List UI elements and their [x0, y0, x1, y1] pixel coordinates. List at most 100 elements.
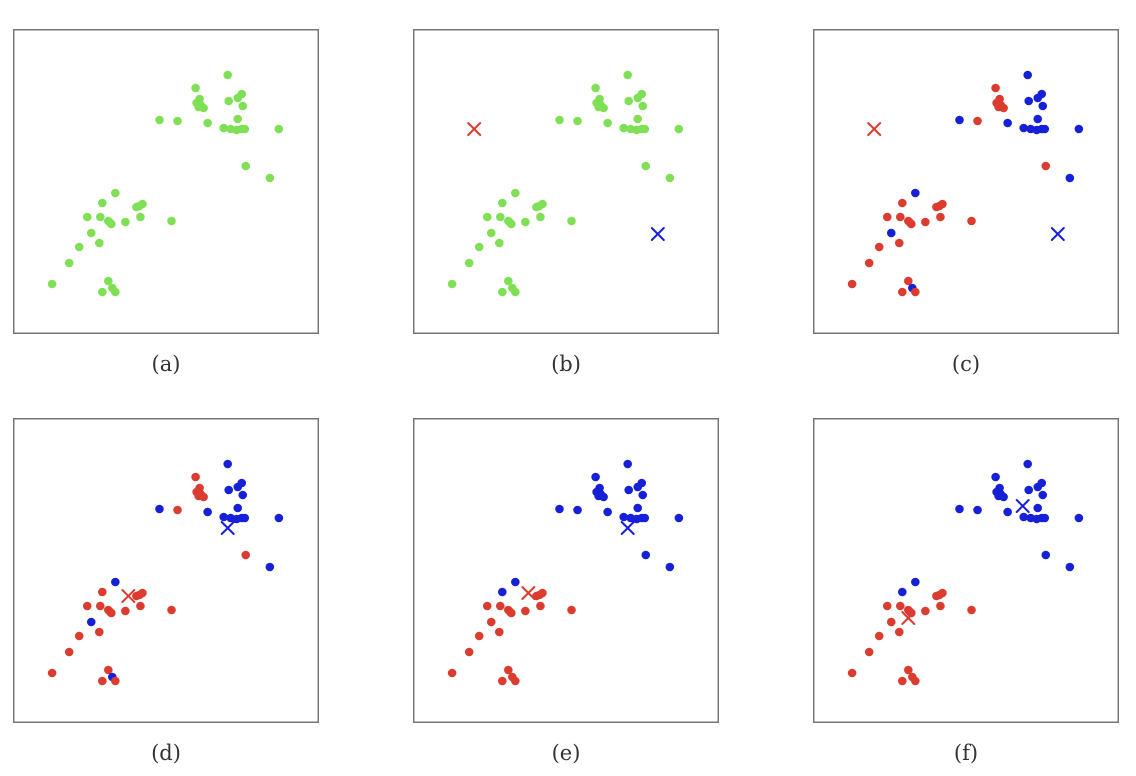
data-point — [494, 627, 504, 637]
data-point — [237, 513, 247, 523]
data-point — [199, 492, 208, 502]
data-point — [464, 647, 474, 657]
data-point — [897, 587, 907, 597]
data-point — [911, 676, 920, 686]
data-point — [167, 216, 176, 226]
data-point — [173, 116, 182, 126]
panel-d-caption: (d) — [151, 741, 181, 765]
data-point — [1037, 124, 1047, 134]
data-point — [104, 276, 113, 286]
data-point — [637, 124, 647, 134]
data-point — [1037, 513, 1047, 523]
data-point — [507, 219, 516, 229]
data-point — [474, 631, 484, 641]
data-point — [64, 258, 74, 268]
panel-c-plot — [813, 29, 1119, 334]
data-point — [511, 287, 520, 297]
data-point — [536, 601, 545, 611]
centroid-marker-blue — [1015, 499, 1030, 513]
data-point — [882, 601, 892, 611]
data-point — [474, 242, 484, 252]
data-point — [136, 601, 145, 611]
centroid-marker-red — [867, 122, 882, 136]
data-point — [97, 198, 107, 208]
data-point — [447, 668, 457, 678]
data-point — [1041, 550, 1051, 560]
plot-frame — [813, 418, 1119, 723]
data-point — [599, 492, 608, 502]
data-point — [921, 217, 930, 227]
data-point — [907, 608, 916, 618]
data-point — [894, 238, 904, 248]
data-point — [641, 161, 651, 171]
data-point — [1065, 173, 1075, 183]
data-point — [94, 238, 104, 248]
data-point — [95, 601, 105, 611]
data-point — [219, 512, 228, 522]
plot-frame — [413, 29, 719, 334]
panel-f-caption: (f) — [953, 741, 979, 765]
data-point — [486, 617, 496, 627]
data-point — [86, 228, 96, 238]
data-point — [864, 258, 874, 268]
centroid-marker-red — [901, 611, 916, 625]
data-point — [47, 279, 57, 289]
data-point — [938, 199, 947, 209]
data-point — [1023, 459, 1033, 469]
panel-a-caption: (a) — [151, 352, 181, 376]
scatter-svg-e — [413, 418, 719, 723]
data-point — [138, 199, 147, 209]
data-point — [486, 228, 496, 238]
data-point — [955, 504, 964, 514]
data-point — [511, 188, 520, 198]
data-point — [521, 606, 530, 616]
scatter-svg-c — [813, 29, 1119, 334]
scatter-svg-a — [13, 29, 319, 334]
data-point — [1033, 503, 1043, 513]
data-point — [107, 608, 116, 618]
data-point — [111, 287, 120, 297]
data-point — [603, 507, 612, 517]
data-point — [219, 123, 228, 133]
data-point — [603, 118, 612, 128]
data-point — [936, 212, 945, 222]
data-point — [74, 631, 84, 641]
data-point — [573, 116, 582, 126]
data-point — [223, 459, 233, 469]
panel-a-plot — [13, 29, 319, 334]
data-point — [1023, 70, 1033, 80]
data-point — [233, 503, 243, 513]
panel-c-caption: (c) — [951, 352, 981, 376]
data-point — [567, 216, 576, 226]
data-point — [619, 123, 628, 133]
data-point — [241, 550, 251, 560]
data-point — [911, 188, 920, 198]
data-point — [494, 238, 504, 248]
data-point — [1033, 114, 1043, 124]
data-point — [191, 472, 200, 482]
data-point — [619, 512, 628, 522]
data-point — [591, 83, 600, 93]
data-point — [623, 459, 633, 469]
data-point — [82, 601, 92, 611]
data-point — [497, 198, 507, 208]
data-point — [64, 647, 74, 657]
data-point — [237, 124, 247, 134]
data-point — [265, 562, 275, 572]
data-point — [641, 550, 651, 560]
data-point — [203, 507, 212, 517]
data-point — [911, 287, 920, 297]
data-point — [555, 504, 564, 514]
data-point — [1003, 507, 1012, 517]
data-point — [482, 601, 492, 611]
data-point — [638, 101, 648, 111]
data-point — [464, 258, 474, 268]
data-point — [1037, 478, 1047, 488]
data-point — [907, 219, 916, 229]
data-point — [511, 676, 520, 686]
data-point — [121, 217, 130, 227]
data-point — [237, 89, 247, 99]
data-point — [507, 608, 516, 618]
data-point — [504, 665, 513, 675]
data-point — [86, 617, 96, 627]
